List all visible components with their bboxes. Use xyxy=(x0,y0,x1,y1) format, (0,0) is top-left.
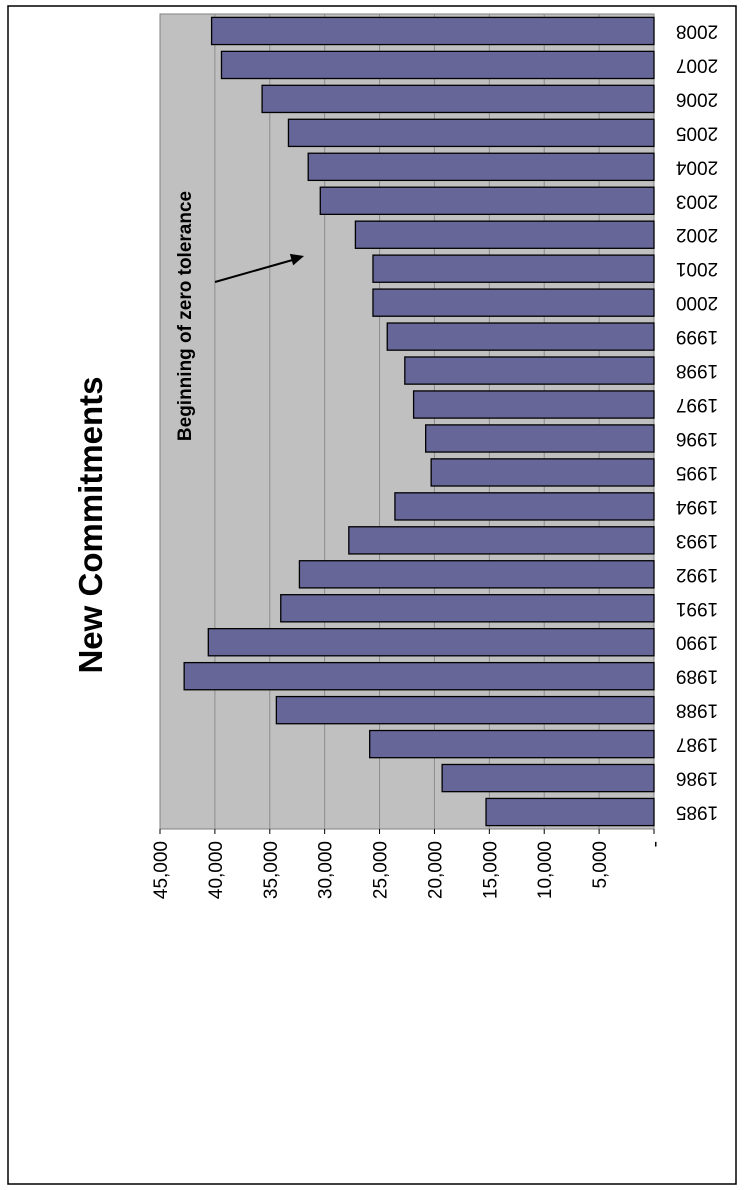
category-label-1992: 1992 xyxy=(676,564,718,585)
category-label-2006: 2006 xyxy=(676,88,718,109)
category-label-1993: 1993 xyxy=(676,530,718,551)
bar-1992 xyxy=(298,560,655,589)
bar-1991 xyxy=(280,594,655,623)
bar-2008 xyxy=(210,16,655,46)
category-label-1989: 1989 xyxy=(676,666,718,687)
category-label-1995: 1995 xyxy=(676,462,718,483)
value-tick-label: 25,000 xyxy=(371,841,392,899)
gridlines xyxy=(214,14,600,829)
category-label-1999: 1999 xyxy=(676,326,718,347)
value-tick-label: 40,000 xyxy=(206,841,227,899)
category-label-1987: 1987 xyxy=(676,734,718,755)
bar-2000 xyxy=(372,288,655,317)
category-label-1985: 1985 xyxy=(676,802,718,823)
category-labels: 1985 1986 1987 1988 1989 1990 1991 1992 1993 1994… xyxy=(675,20,718,822)
annotation-arrow xyxy=(214,258,297,283)
bar-1990 xyxy=(207,627,655,657)
plot-area xyxy=(159,13,655,830)
annotation-arrowhead xyxy=(289,253,304,266)
bar-2005 xyxy=(287,118,655,148)
bar-1999 xyxy=(386,322,655,351)
bar-2004 xyxy=(307,152,655,182)
category-label-2004: 2004 xyxy=(675,156,718,177)
category-label-2003: 2003 xyxy=(676,190,718,211)
bar-2006 xyxy=(261,84,655,114)
annotation: Beginning of zero tolerance xyxy=(175,191,304,441)
category-label-1994: 1994 xyxy=(675,496,718,517)
bar-1985 xyxy=(485,797,655,827)
value-tick-labels: - 5,000 10,000 15,000 20,000 25,000 30,000 35,0… xyxy=(151,829,666,899)
category-label-2001: 2001 xyxy=(676,258,718,279)
category-label-1991: 1991 xyxy=(676,598,718,619)
bar-1986 xyxy=(441,763,655,793)
bar-1994 xyxy=(394,492,655,521)
value-tick-label: 35,000 xyxy=(261,841,282,899)
value-tick-label: - xyxy=(645,841,666,847)
category-label-2000: 2000 xyxy=(676,292,718,313)
category-label-2005: 2005 xyxy=(676,122,718,143)
category-label-1998: 1998 xyxy=(676,360,718,381)
category-label-1996: 1996 xyxy=(676,428,718,449)
bar-2007 xyxy=(220,50,655,80)
chart-title: New Commitments xyxy=(72,376,109,673)
category-label-2007: 2007 xyxy=(676,54,718,75)
category-label-1990: 1990 xyxy=(676,632,718,653)
bar-1998 xyxy=(404,356,655,385)
value-tick-label: 5,000 xyxy=(590,841,611,889)
bar-2002 xyxy=(354,220,655,249)
bar-1997 xyxy=(412,390,655,419)
value-tick-label: 45,000 xyxy=(151,841,172,899)
annotation-text: Beginning of zero tolerance xyxy=(175,191,196,441)
category-label-1997: 1997 xyxy=(676,394,718,415)
bar-1989 xyxy=(183,661,655,691)
category-label-1988: 1988 xyxy=(676,700,718,721)
value-tick-label: 15,000 xyxy=(480,841,501,899)
category-label-2002: 2002 xyxy=(676,224,718,245)
value-tick-label: 20,000 xyxy=(425,841,446,899)
bar-2001 xyxy=(372,254,655,283)
bar-1995 xyxy=(430,458,655,487)
bar-1988 xyxy=(275,695,655,725)
value-tick-label: 10,000 xyxy=(535,841,556,899)
bars xyxy=(183,16,655,827)
value-tick-label: 30,000 xyxy=(316,841,337,899)
category-label-1986: 1986 xyxy=(676,768,718,789)
bar-1993 xyxy=(348,526,655,555)
bar-1996 xyxy=(425,424,655,453)
bar-2003 xyxy=(319,186,655,216)
category-label-2008: 2008 xyxy=(676,20,718,41)
bar-1987 xyxy=(369,729,655,759)
